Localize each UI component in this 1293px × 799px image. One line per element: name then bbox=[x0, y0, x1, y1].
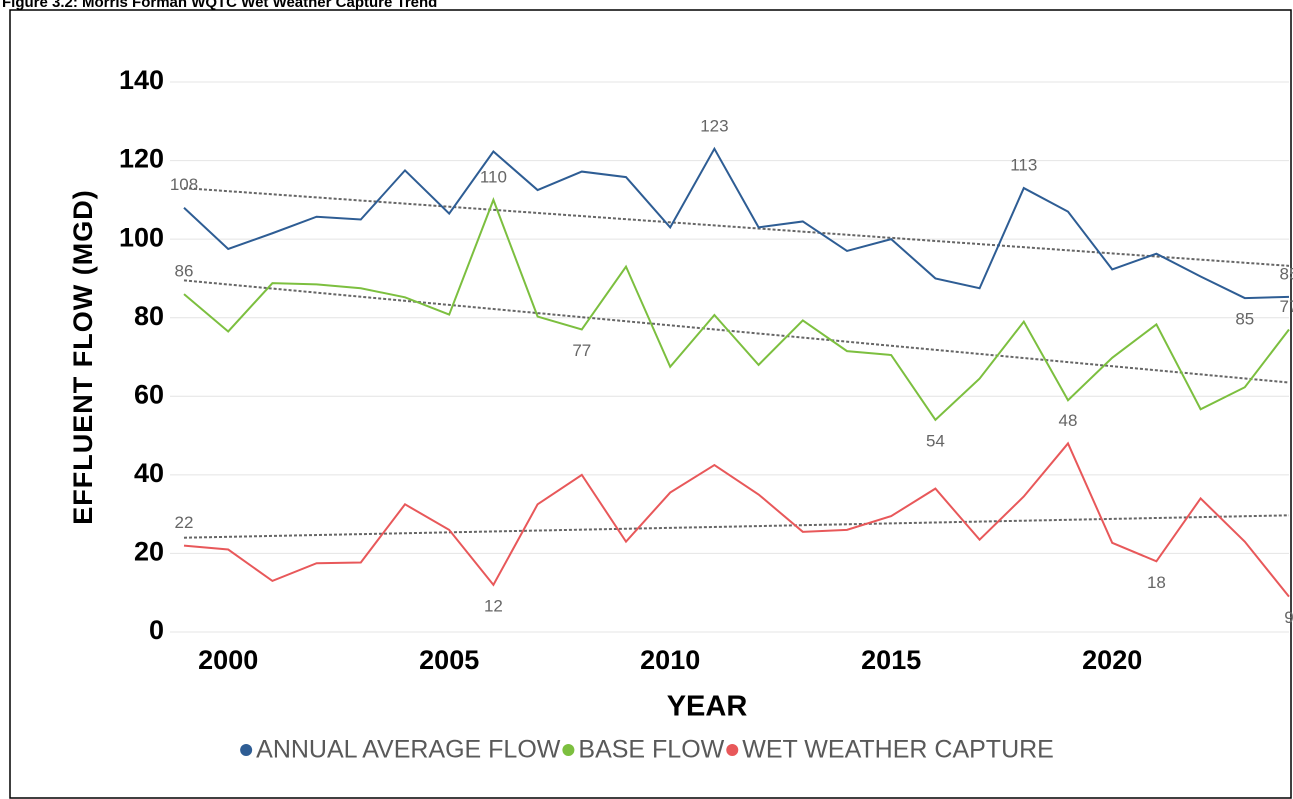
legend-label: BASE FLOW bbox=[578, 736, 724, 764]
x-tick-label: 2015 bbox=[861, 645, 921, 675]
series-line bbox=[183, 146, 1290, 300]
data-label: 86 bbox=[175, 262, 194, 281]
data-label: 12 bbox=[484, 596, 503, 615]
y-tick-label: 140 bbox=[119, 65, 164, 95]
legend-item: ANNUAL AVERAGE FLOW bbox=[240, 736, 561, 764]
series-line bbox=[183, 197, 1290, 422]
y-tick-label: 60 bbox=[134, 379, 164, 409]
legend-marker bbox=[562, 744, 575, 756]
y-tick-label: 120 bbox=[119, 144, 164, 174]
x-tick-label: 2005 bbox=[419, 645, 479, 675]
legend-marker bbox=[240, 744, 253, 756]
y-axis-label: EFFLUENT FLOW (MGD) bbox=[68, 189, 98, 524]
data-label: 85 bbox=[1235, 310, 1254, 329]
y-tick-label: 80 bbox=[134, 301, 164, 331]
data-label: 110 bbox=[480, 167, 507, 186]
chart-frame bbox=[9, 9, 1292, 799]
data-label: 113 bbox=[1010, 156, 1037, 175]
data-label: 77 bbox=[572, 341, 591, 360]
data-label: 123 bbox=[700, 116, 728, 135]
legend: ANNUAL AVERAGE FLOW BASE FLOW WET WEATHER … bbox=[240, 736, 1054, 764]
data-label: 77 bbox=[1280, 297, 1293, 316]
chart-title: Figure 3.2: Morris Forman WQTC Wet Weath… bbox=[2, 0, 437, 11]
series-line bbox=[183, 441, 1290, 598]
legend-label: WET WEATHER CAPTURE bbox=[742, 736, 1054, 764]
y-tick-label: 100 bbox=[119, 222, 164, 252]
legend-item: BASE FLOW bbox=[562, 736, 725, 764]
legend-label: ANNUAL AVERAGE FLOW bbox=[256, 736, 561, 764]
data-label: 18 bbox=[1147, 573, 1166, 592]
x-tick-label: 2000 bbox=[198, 645, 258, 675]
data-label: 22 bbox=[175, 513, 194, 532]
x-axis-label: YEAR bbox=[667, 691, 748, 723]
data-label: 9 bbox=[1284, 608, 1293, 627]
data-label: 48 bbox=[1059, 411, 1078, 430]
x-tick-label: 2020 bbox=[1082, 645, 1142, 675]
legend-item: WET WEATHER CAPTURE bbox=[726, 736, 1054, 764]
y-tick-label: 20 bbox=[134, 537, 164, 567]
y-tick-label: 0 bbox=[149, 615, 164, 645]
data-label: 54 bbox=[926, 431, 945, 450]
legend-marker bbox=[726, 744, 739, 756]
data-label: 108 bbox=[170, 175, 198, 194]
trend-line bbox=[183, 514, 1290, 539]
y-tick-label: 40 bbox=[134, 458, 164, 488]
data-label: 85 bbox=[1280, 264, 1293, 283]
x-tick-label: 2010 bbox=[640, 645, 700, 675]
